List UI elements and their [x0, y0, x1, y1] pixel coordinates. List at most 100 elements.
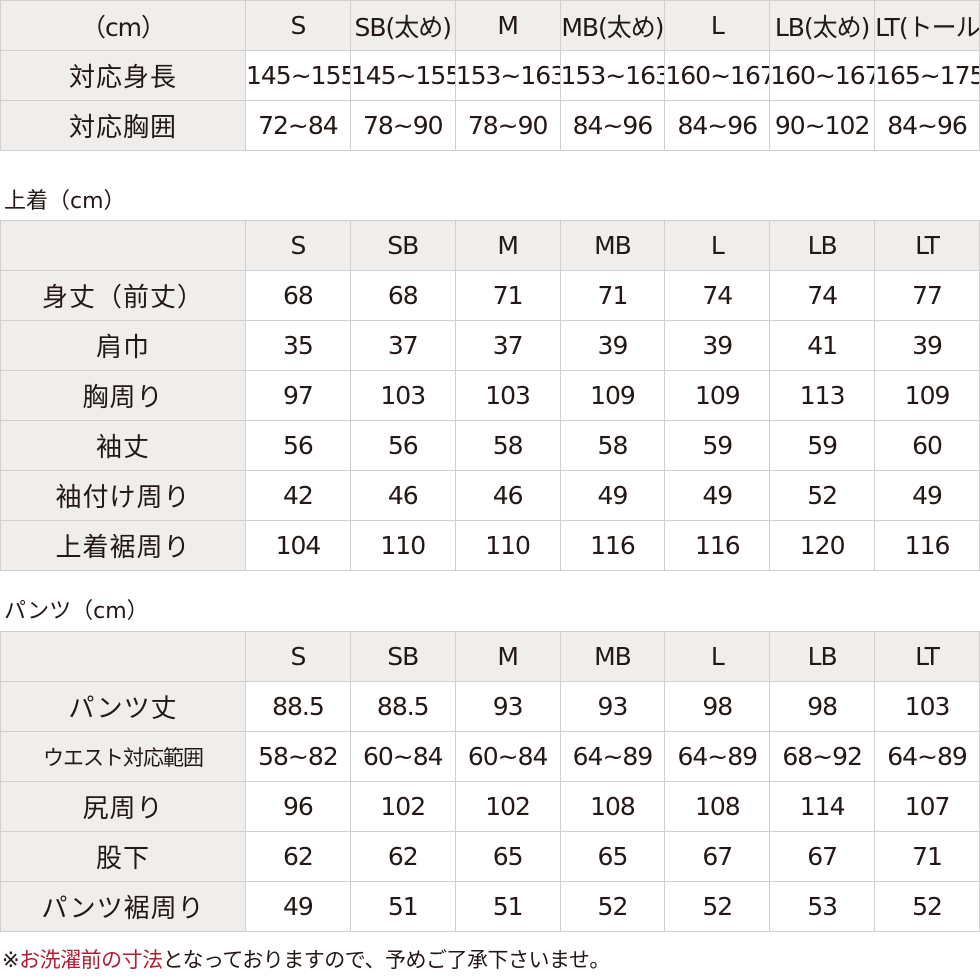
value-cell: 74: [769, 270, 876, 321]
row-label: 対応身長: [0, 50, 246, 101]
value-cell: 37: [454, 320, 561, 371]
table-row: 肩巾 35 37 37 39 39 41 39: [0, 320, 980, 371]
value-cell: 109: [559, 370, 666, 421]
value-cell: 107: [874, 781, 980, 832]
value-cell: 108: [664, 781, 771, 832]
value-cell: 84~96: [664, 100, 771, 151]
jacket-section-title: 上着（cm）: [4, 189, 126, 214]
size-header: MB: [559, 631, 666, 682]
value-cell: 110: [454, 520, 561, 571]
table-row: 対応身長 145~155 145~155 153~163 153~163 160~167 1…: [0, 50, 980, 101]
table-row: 袖付け周り 42 46 46 49 49 52 49: [0, 470, 980, 521]
value-cell: 59: [664, 420, 771, 471]
value-cell: 90~102: [769, 100, 876, 151]
size-header: MB(太め): [559, 0, 666, 51]
value-cell: 153~163: [454, 50, 561, 101]
value-cell: 41: [769, 320, 876, 371]
size-header: MB: [559, 220, 666, 271]
size-header: L: [664, 0, 771, 51]
value-cell: 103: [349, 370, 456, 421]
value-cell: 116: [559, 520, 666, 571]
row-label: 胸周り: [0, 370, 246, 421]
value-cell: 102: [349, 781, 456, 832]
value-cell: 51: [349, 881, 456, 932]
row-label: パンツ丈: [0, 681, 246, 732]
value-cell: 120: [769, 520, 876, 571]
header-row: S SB M MB L LB LT: [0, 220, 980, 271]
value-cell: 49: [664, 470, 771, 521]
value-cell: 46: [349, 470, 456, 521]
pants-size-table: S SB M MB L LB LT パンツ丈 88.5 88.5 93 93 98 98 103 ウエスト対応…: [0, 631, 980, 932]
size-header: M: [454, 631, 561, 682]
value-cell: 68: [245, 270, 351, 321]
row-label: 肩巾: [0, 320, 246, 371]
row-label: 袖付け周り: [0, 470, 246, 521]
size-header: M: [454, 0, 561, 51]
value-cell: 109: [664, 370, 771, 421]
size-header: LT: [874, 631, 980, 682]
pants-section-title: パンツ（cm）: [4, 599, 149, 624]
value-cell: 64~89: [559, 731, 666, 782]
size-header: M: [454, 220, 561, 271]
value-cell: 62: [245, 831, 351, 882]
value-cell: 78~90: [454, 100, 561, 151]
corner-header: （cm）: [0, 0, 246, 51]
size-header: LB: [769, 631, 876, 682]
value-cell: 98: [664, 681, 771, 732]
table-row: 胸周り 97 103 103 109 109 113 109: [0, 370, 980, 421]
value-cell: 39: [559, 320, 666, 371]
value-cell: 114: [769, 781, 876, 832]
value-cell: 116: [874, 520, 980, 571]
value-cell: 49: [245, 881, 351, 932]
value-cell: 53: [769, 881, 876, 932]
value-cell: 145~155: [349, 50, 456, 101]
note-mark: ※: [2, 948, 20, 972]
header-row: （cm） S SB(太め) M MB(太め) L LB(太め) LT(トール): [0, 0, 980, 51]
value-cell: 65: [454, 831, 561, 882]
value-cell: 35: [245, 320, 351, 371]
value-cell: 39: [874, 320, 980, 371]
value-cell: 56: [349, 420, 456, 471]
value-cell: 116: [664, 520, 771, 571]
value-cell: 153~163: [559, 50, 666, 101]
value-cell: 49: [874, 470, 980, 521]
value-cell: 165~175: [874, 50, 980, 101]
size-header: L: [664, 631, 771, 682]
value-cell: 98: [769, 681, 876, 732]
value-cell: 72~84: [245, 100, 351, 151]
value-cell: 67: [769, 831, 876, 882]
value-cell: 71: [874, 831, 980, 882]
value-cell: 59: [769, 420, 876, 471]
value-cell: 84~96: [559, 100, 666, 151]
value-cell: 160~167: [664, 50, 771, 101]
table-row: パンツ裾周り 49 51 51 52 52 53 52: [0, 881, 980, 932]
value-cell: 65: [559, 831, 666, 882]
size-header: S: [245, 0, 351, 51]
note-highlight: お洗濯前の寸法: [19, 948, 163, 972]
table-row: パンツ丈 88.5 88.5 93 93 98 98 103: [0, 681, 980, 732]
value-cell: 60~84: [454, 731, 561, 782]
value-cell: 113: [769, 370, 876, 421]
value-cell: 46: [454, 470, 561, 521]
value-cell: 109: [874, 370, 980, 421]
value-cell: 160~167: [769, 50, 876, 101]
value-cell: 64~89: [874, 731, 980, 782]
value-cell: 97: [245, 370, 351, 421]
row-label: 股下: [0, 831, 246, 882]
value-cell: 103: [454, 370, 561, 421]
value-cell: 74: [664, 270, 771, 321]
table-row: 尻周り 96 102 102 108 108 114 107: [0, 781, 980, 832]
size-header: LB(太め): [769, 0, 876, 51]
value-cell: 51: [454, 881, 561, 932]
value-cell: 58: [559, 420, 666, 471]
value-cell: 37: [349, 320, 456, 371]
table-row: 対応胸囲 72~84 78~90 78~90 84~96 84~96 90~102 84~96: [0, 100, 980, 151]
header-row: S SB M MB L LB LT: [0, 631, 980, 682]
value-cell: 108: [559, 781, 666, 832]
size-correspondence-table: （cm） S SB(太め) M MB(太め) L LB(太め) LT(トール) 対応身長 145~…: [0, 0, 980, 151]
size-header: SB: [349, 631, 456, 682]
row-label: ウエスト対応範囲: [0, 731, 246, 782]
value-cell: 71: [559, 270, 666, 321]
value-cell: 93: [559, 681, 666, 732]
table-row: ウエスト対応範囲 58~82 60~84 60~84 64~89 64~89 68~92 64…: [0, 731, 980, 782]
